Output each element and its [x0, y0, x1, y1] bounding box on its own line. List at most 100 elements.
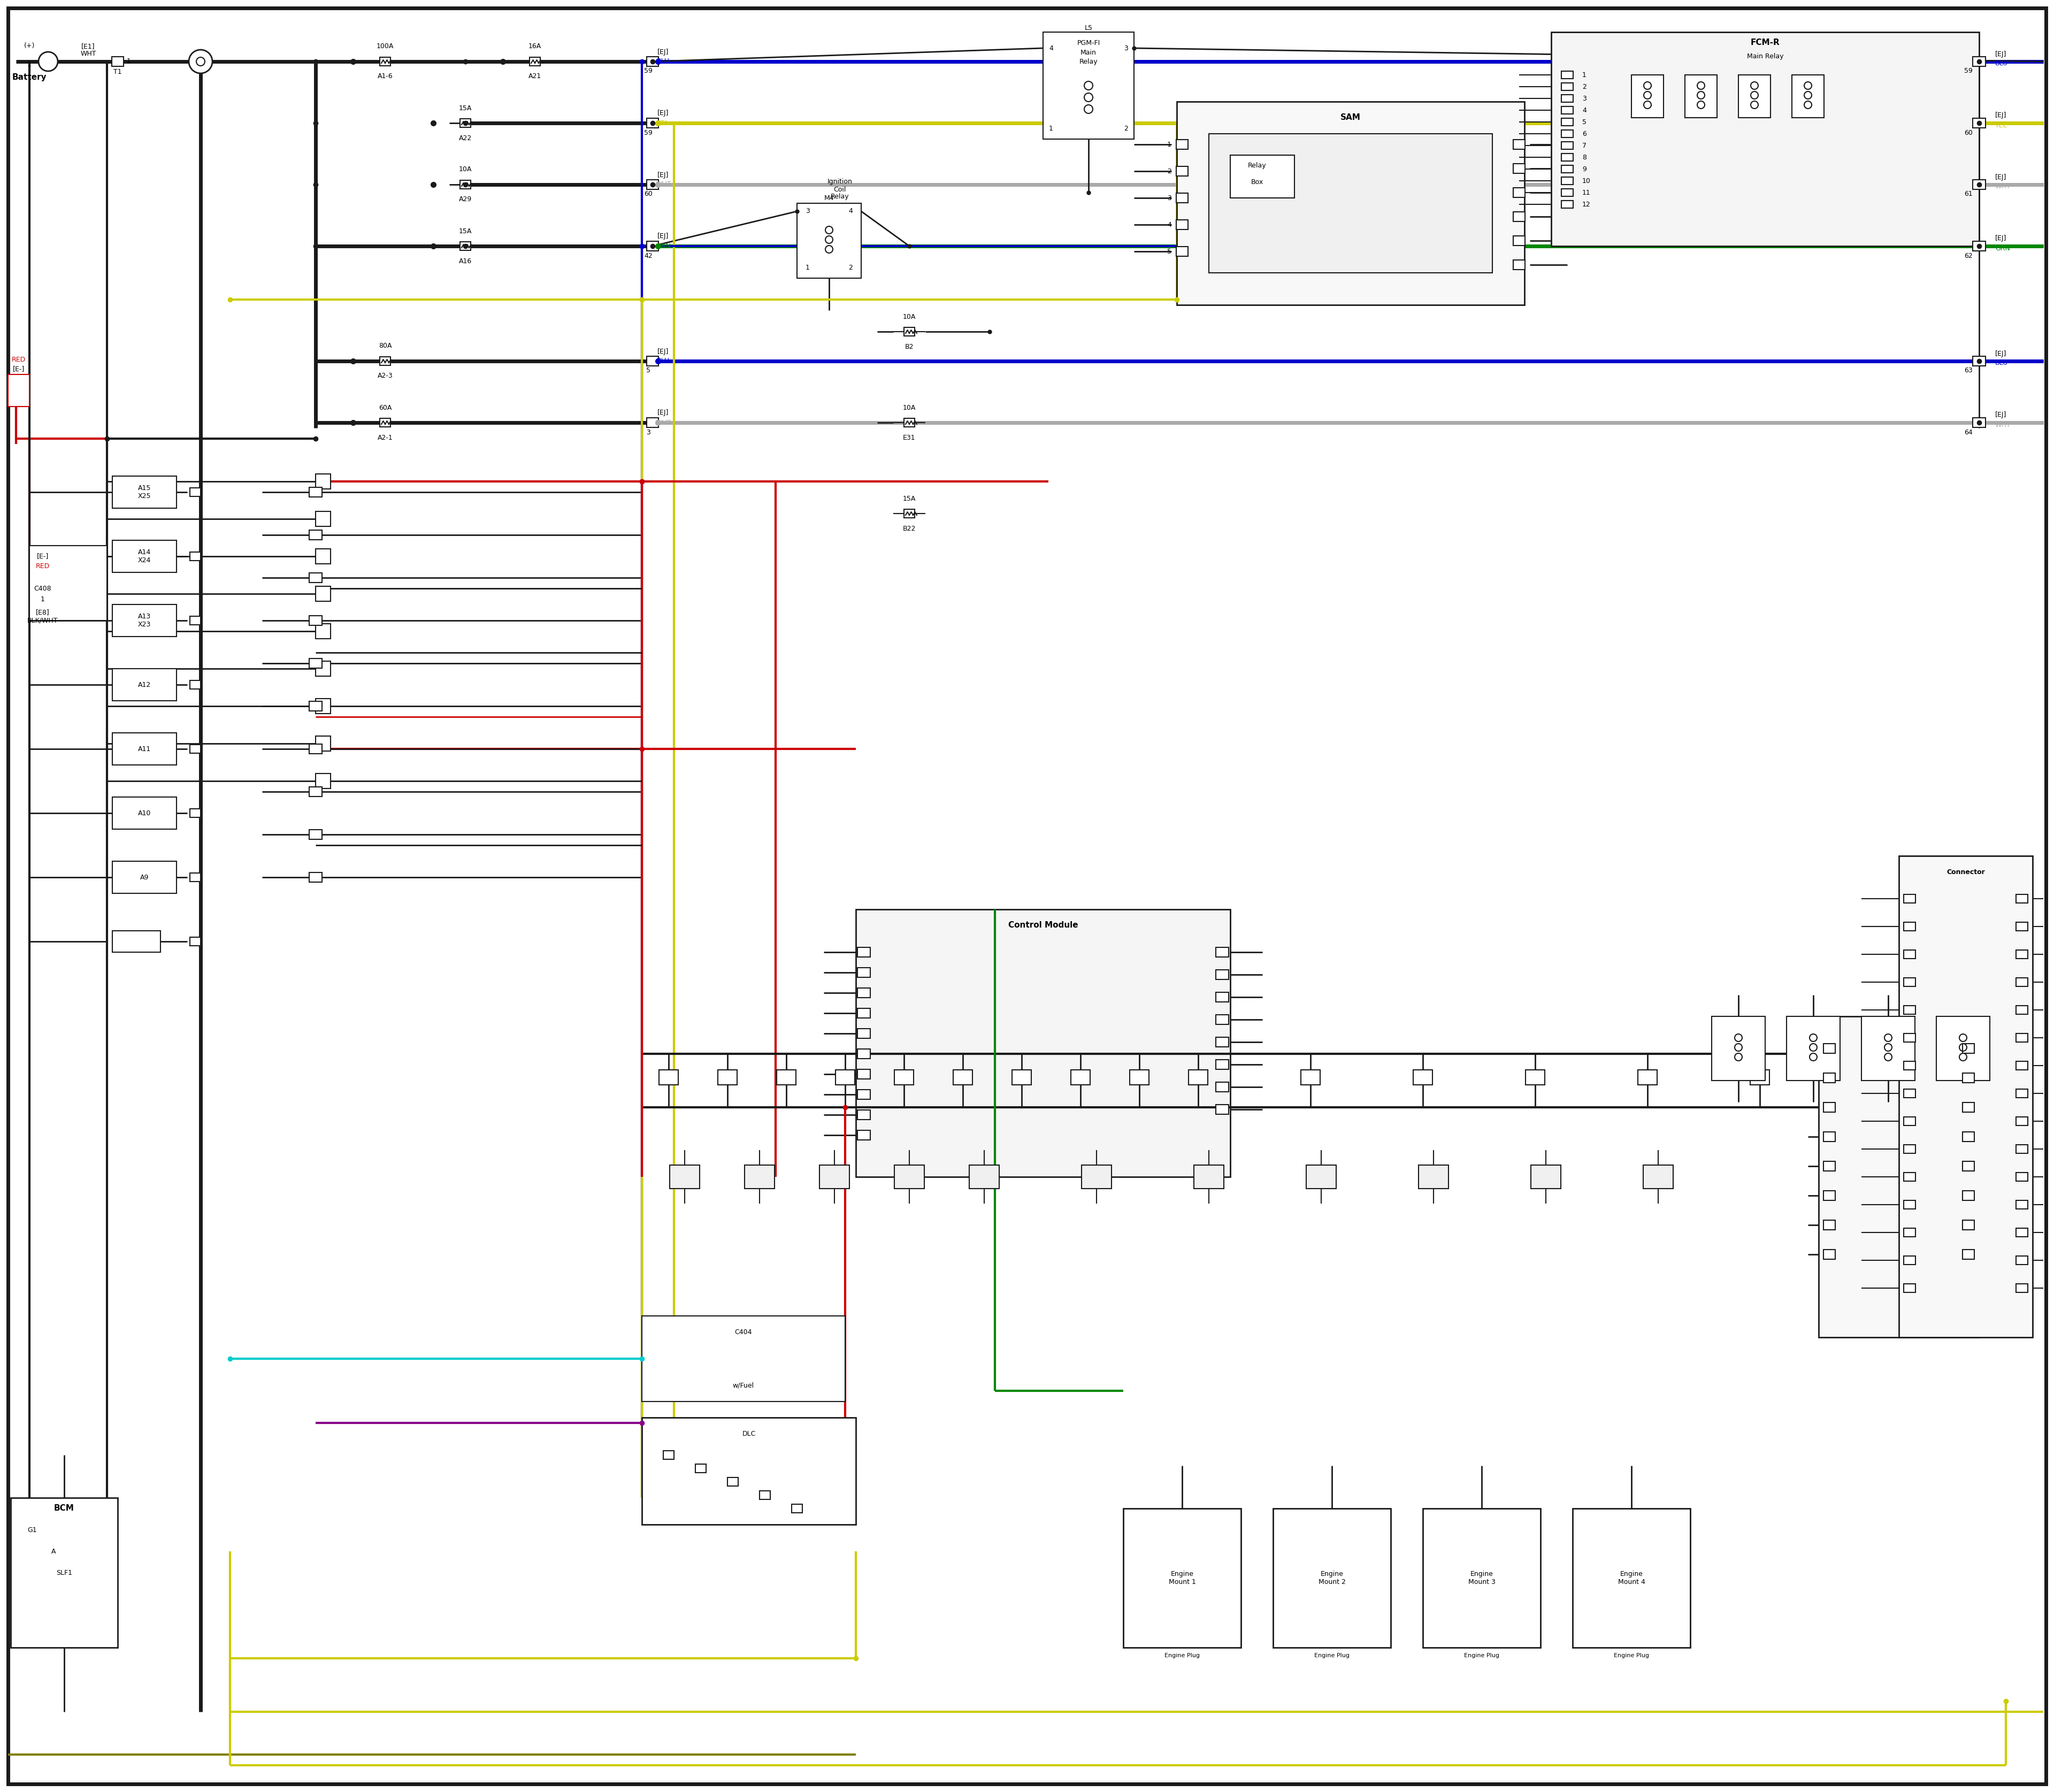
Bar: [1791, 75, 1824, 118]
Text: A15
X25: A15 X25: [138, 484, 152, 500]
Bar: [189, 616, 201, 625]
Bar: [113, 604, 177, 636]
Text: 42: 42: [645, 253, 653, 260]
Bar: [2017, 894, 2027, 903]
Bar: [1904, 1256, 1916, 1265]
Bar: [2017, 1228, 2027, 1236]
Bar: [316, 473, 331, 489]
Bar: [2017, 1061, 2027, 1070]
Bar: [10, 1498, 117, 1647]
Bar: [1787, 1016, 1840, 1081]
Bar: [316, 661, 331, 676]
Text: [E-]: [E-]: [12, 366, 25, 373]
Text: A21: A21: [528, 73, 542, 81]
Bar: [1972, 418, 1986, 428]
Text: [E8]: [E8]: [35, 609, 49, 616]
Bar: [1514, 211, 1524, 222]
Bar: [1043, 32, 1134, 140]
Text: A9: A9: [140, 874, 148, 880]
Text: (+): (+): [25, 41, 35, 48]
Bar: [1643, 1165, 1674, 1188]
Bar: [1130, 1070, 1148, 1084]
Bar: [1300, 1070, 1321, 1084]
Circle shape: [197, 57, 205, 66]
Bar: [189, 937, 201, 946]
Bar: [111, 57, 123, 66]
Bar: [189, 873, 201, 882]
Bar: [1514, 140, 1524, 149]
Text: 60A: 60A: [378, 405, 392, 410]
Bar: [1561, 82, 1573, 90]
Text: [EJ]: [EJ]: [657, 348, 670, 355]
Text: 1: 1: [1582, 72, 1586, 79]
Bar: [1898, 857, 2033, 1337]
Bar: [310, 744, 322, 754]
Text: SLF1: SLF1: [55, 1570, 72, 1577]
Text: 10A: 10A: [904, 405, 916, 410]
Bar: [2017, 1172, 2027, 1181]
Text: E31: E31: [904, 434, 916, 441]
Bar: [857, 1070, 871, 1079]
Bar: [1561, 177, 1573, 185]
Text: [EJ]: [EJ]: [1994, 235, 2007, 242]
Bar: [189, 808, 201, 817]
Bar: [310, 701, 322, 711]
Bar: [1561, 142, 1573, 149]
Text: [EJ]: [EJ]: [657, 48, 670, 56]
Bar: [2017, 1090, 2027, 1098]
Bar: [113, 733, 177, 765]
Text: Main: Main: [1080, 48, 1097, 56]
Bar: [2017, 923, 2027, 930]
Bar: [113, 539, 177, 572]
Bar: [1306, 1165, 1337, 1188]
Bar: [1824, 1133, 1834, 1142]
Bar: [1972, 179, 1986, 190]
Bar: [776, 1070, 797, 1084]
Text: A11: A11: [138, 745, 150, 753]
Text: B22: B22: [904, 525, 916, 532]
Bar: [1193, 1165, 1224, 1188]
Bar: [820, 1165, 850, 1188]
Bar: [316, 624, 331, 638]
Bar: [189, 745, 201, 753]
Bar: [1631, 75, 1664, 118]
Bar: [316, 774, 331, 788]
Bar: [1514, 188, 1524, 197]
Text: 63: 63: [1964, 367, 1972, 375]
Bar: [1514, 237, 1524, 246]
Text: 60: 60: [645, 190, 653, 197]
Bar: [1904, 923, 1916, 930]
Text: 4: 4: [1582, 108, 1586, 113]
Bar: [1561, 131, 1573, 138]
Bar: [1561, 188, 1573, 197]
Text: A12: A12: [138, 681, 150, 688]
Text: 4: 4: [848, 208, 852, 215]
Bar: [857, 1109, 871, 1120]
Bar: [1561, 165, 1573, 172]
Bar: [1551, 32, 1980, 246]
Text: [E1]: [E1]: [82, 43, 94, 50]
Bar: [1423, 1509, 1540, 1647]
Bar: [460, 181, 470, 188]
Text: WHT: WHT: [80, 50, 97, 57]
Text: GRN: GRN: [655, 242, 672, 249]
Text: 1: 1: [27, 61, 31, 68]
Bar: [460, 118, 470, 127]
Bar: [113, 738, 160, 760]
Bar: [310, 873, 322, 882]
Bar: [29, 545, 107, 620]
Text: 16A: 16A: [528, 43, 542, 50]
Text: 15A: 15A: [904, 495, 916, 502]
Bar: [310, 658, 322, 668]
Bar: [1972, 357, 1986, 366]
Text: Relay: Relay: [830, 194, 848, 201]
Bar: [113, 930, 160, 952]
Text: Ignition: Ignition: [828, 179, 852, 185]
Text: 1: 1: [127, 57, 131, 65]
Text: 80A: 80A: [378, 342, 392, 349]
Bar: [1824, 1249, 1834, 1260]
Bar: [1904, 950, 1916, 959]
Text: A1-6: A1-6: [378, 73, 392, 81]
Bar: [1738, 75, 1771, 118]
Bar: [857, 1090, 871, 1098]
